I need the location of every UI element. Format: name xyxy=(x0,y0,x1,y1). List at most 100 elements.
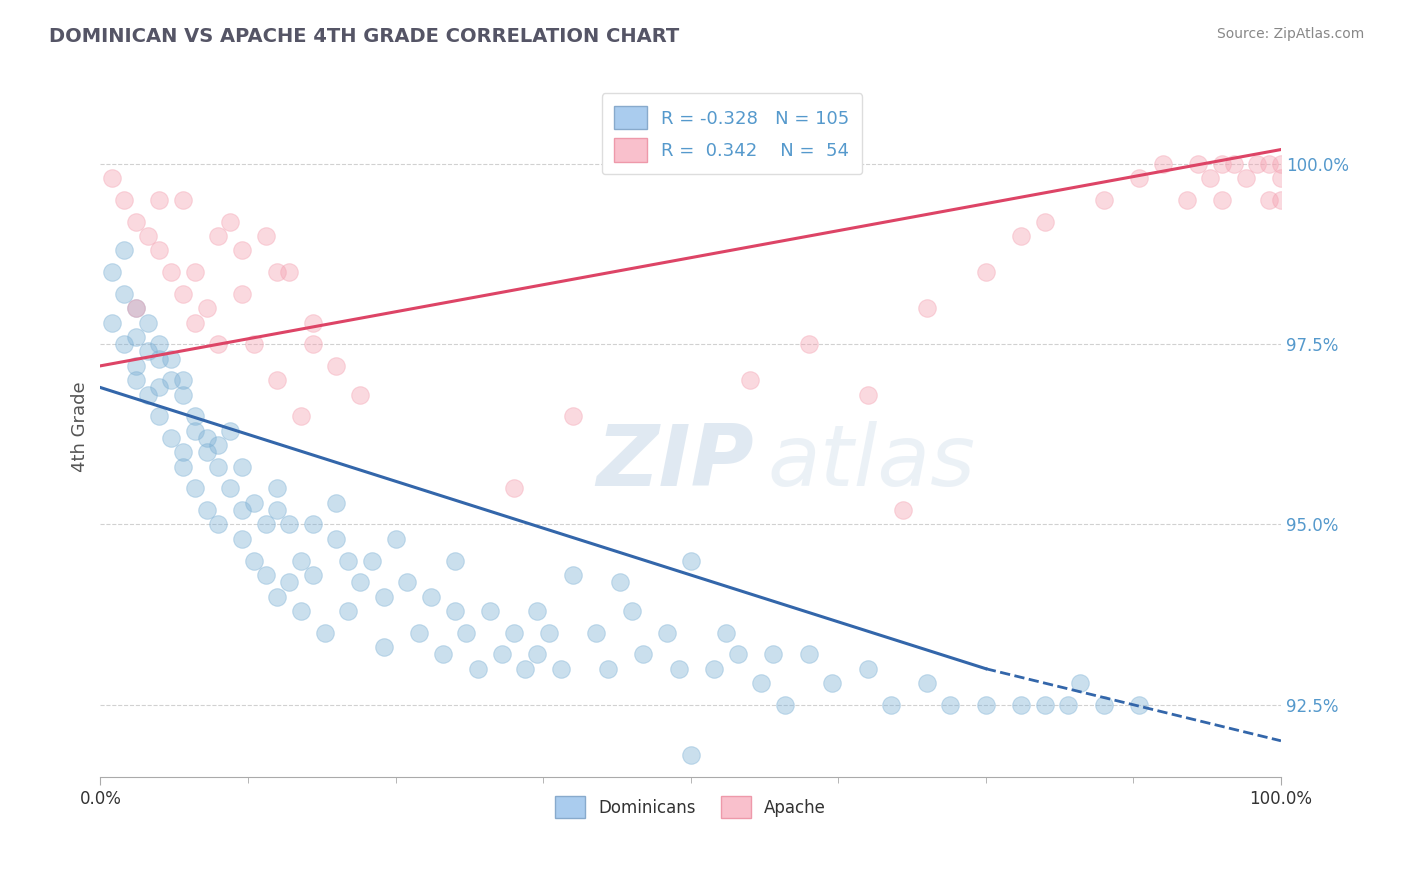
Point xyxy=(148,351,170,366)
Point xyxy=(1222,157,1244,171)
Point xyxy=(373,590,395,604)
Point xyxy=(231,459,253,474)
Point xyxy=(112,337,135,351)
Point xyxy=(891,503,914,517)
Point xyxy=(526,648,548,662)
Point xyxy=(419,590,441,604)
Point xyxy=(396,575,419,590)
Point xyxy=(302,316,325,330)
Point xyxy=(172,445,194,459)
Point xyxy=(302,568,325,582)
Point xyxy=(762,648,785,662)
Point xyxy=(231,532,253,546)
Point xyxy=(125,330,148,344)
Point xyxy=(290,553,312,567)
Point xyxy=(160,431,183,445)
Point xyxy=(773,698,796,712)
Legend: Dominicans, Apache: Dominicans, Apache xyxy=(548,789,832,824)
Point xyxy=(266,590,288,604)
Point xyxy=(195,445,218,459)
Point xyxy=(609,575,631,590)
Point xyxy=(1033,214,1056,228)
Point xyxy=(751,676,773,690)
Point xyxy=(384,532,406,546)
Point xyxy=(314,625,336,640)
Point xyxy=(537,625,560,640)
Point xyxy=(101,265,124,279)
Point xyxy=(266,482,288,496)
Point xyxy=(1152,157,1174,171)
Point xyxy=(125,214,148,228)
Point xyxy=(526,604,548,618)
Point xyxy=(1128,698,1150,712)
Point xyxy=(254,568,277,582)
Point xyxy=(231,244,253,258)
Point xyxy=(219,482,242,496)
Point xyxy=(207,459,229,474)
Text: ZIP: ZIP xyxy=(596,421,754,504)
Point xyxy=(974,265,997,279)
Point xyxy=(325,496,347,510)
Point xyxy=(148,193,170,207)
Point xyxy=(172,373,194,387)
Point xyxy=(148,244,170,258)
Point xyxy=(880,698,903,712)
Point xyxy=(596,662,619,676)
Point xyxy=(112,244,135,258)
Point xyxy=(337,604,360,618)
Text: Source: ZipAtlas.com: Source: ZipAtlas.com xyxy=(1216,27,1364,41)
Point xyxy=(112,193,135,207)
Point xyxy=(349,387,371,401)
Point xyxy=(278,517,301,532)
Point xyxy=(302,517,325,532)
Point xyxy=(633,648,655,662)
Point xyxy=(184,316,207,330)
Point xyxy=(184,409,207,424)
Point xyxy=(432,648,454,662)
Point xyxy=(679,748,702,763)
Point xyxy=(290,604,312,618)
Point xyxy=(939,698,962,712)
Point xyxy=(502,482,524,496)
Point xyxy=(349,575,371,590)
Point xyxy=(714,625,737,640)
Point xyxy=(797,337,820,351)
Point xyxy=(361,553,384,567)
Point xyxy=(302,337,325,351)
Point xyxy=(254,229,277,244)
Point xyxy=(112,286,135,301)
Point xyxy=(856,387,879,401)
Point xyxy=(290,409,312,424)
Point xyxy=(219,424,242,438)
Point xyxy=(125,301,148,315)
Point xyxy=(408,625,430,640)
Point xyxy=(1092,698,1115,712)
Point xyxy=(172,387,194,401)
Point xyxy=(195,503,218,517)
Point xyxy=(266,503,288,517)
Point xyxy=(325,532,347,546)
Point xyxy=(278,265,301,279)
Point xyxy=(1258,157,1281,171)
Point xyxy=(243,553,266,567)
Point xyxy=(1033,698,1056,712)
Y-axis label: 4th Grade: 4th Grade xyxy=(72,382,89,473)
Point xyxy=(1057,698,1080,712)
Point xyxy=(915,676,938,690)
Point xyxy=(821,676,844,690)
Point xyxy=(101,316,124,330)
Point xyxy=(125,373,148,387)
Point xyxy=(1069,676,1091,690)
Point xyxy=(443,553,465,567)
Point xyxy=(172,286,194,301)
Point xyxy=(136,316,159,330)
Point xyxy=(184,265,207,279)
Point xyxy=(207,517,229,532)
Point xyxy=(184,424,207,438)
Point xyxy=(243,496,266,510)
Point xyxy=(915,301,938,315)
Point xyxy=(620,604,643,618)
Point xyxy=(1092,193,1115,207)
Point xyxy=(703,662,725,676)
Point xyxy=(1270,171,1292,186)
